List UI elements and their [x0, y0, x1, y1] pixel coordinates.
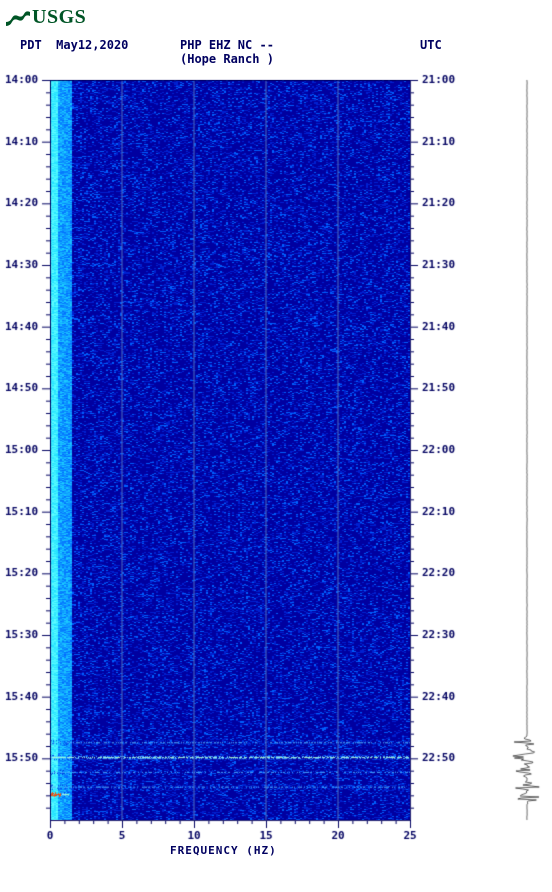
station-line2: (Hope Ranch ): [180, 52, 274, 66]
date: May12,2020: [56, 38, 128, 52]
spectrogram: [50, 80, 410, 820]
header-left: PDT May12,2020: [20, 38, 128, 52]
header-center: PHP EHZ NC -- (Hope Ranch ): [180, 38, 274, 66]
usgs-logo: USGS: [6, 6, 86, 29]
header-right: UTC: [420, 38, 442, 52]
usgs-wave-icon: [6, 10, 30, 26]
usgs-logo-text: USGS: [32, 6, 86, 29]
xaxis-title: FREQUENCY (HZ): [170, 844, 277, 857]
station-line1: PHP EHZ NC --: [180, 38, 274, 52]
right-tz: UTC: [420, 38, 442, 52]
left-tz: PDT: [20, 38, 42, 52]
